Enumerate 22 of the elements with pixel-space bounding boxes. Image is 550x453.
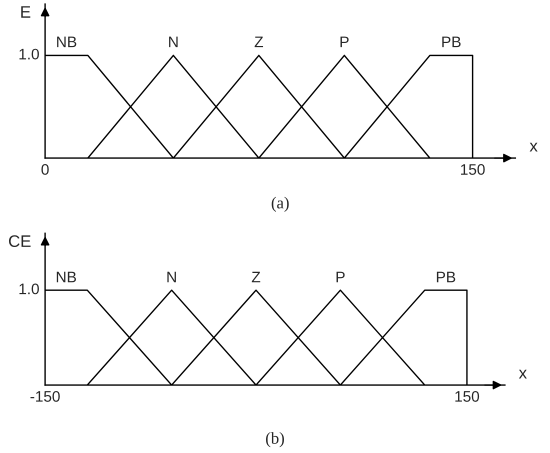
text: 1.0 <box>19 283 39 294</box>
series-label: Z <box>254 36 264 48</box>
series-label: P <box>340 36 349 48</box>
series-label: NB <box>56 272 76 282</box>
series-label: N <box>169 36 178 48</box>
series-label: PB <box>442 36 461 48</box>
series-label: Z <box>252 272 260 282</box>
x-tick-label: 0 <box>41 164 49 175</box>
x-axis-title: x <box>530 142 538 152</box>
text: (b) <box>266 432 284 448</box>
y-axis-title: E <box>21 6 30 18</box>
series-label: N <box>167 272 176 282</box>
text: 1.0 <box>19 48 39 60</box>
series-label: NB <box>57 36 76 48</box>
series-label: P <box>336 272 345 282</box>
x-tick-label: -150 <box>30 391 60 402</box>
text: (a) <box>272 196 289 212</box>
y-axis-title: CE <box>9 235 31 248</box>
series-label: PB <box>436 272 456 282</box>
x-axis-title: x <box>518 370 527 379</box>
x-tick-label: 150 <box>461 164 485 175</box>
x-tick-label: 150 <box>455 391 480 402</box>
